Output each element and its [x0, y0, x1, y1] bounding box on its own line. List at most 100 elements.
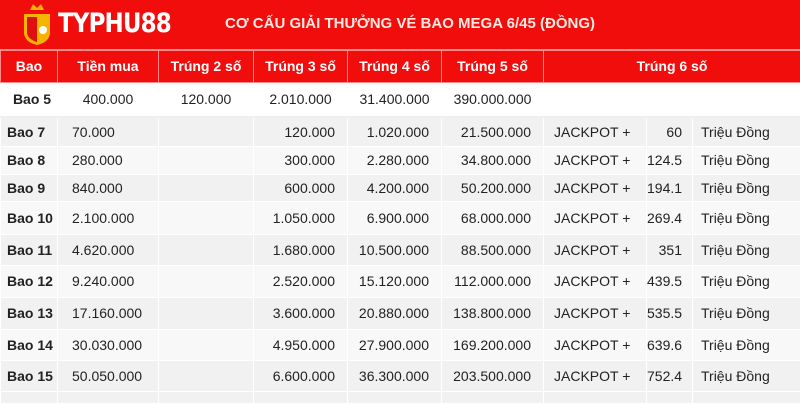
cell-trung-3: 300.000 — [254, 146, 348, 174]
brand-name: TYPHU88 — [58, 8, 171, 39]
cell-unit: Triệu Đồng — [693, 146, 800, 174]
cell-tien-mua: 9.240.000 — [58, 265, 159, 297]
cell-bao: Bao 7 — [1, 117, 58, 146]
cell-jackpot-extra: 752.4 — [647, 360, 693, 391]
cell-trung-5: 138.800.000 — [442, 297, 544, 329]
cell-trung-2: 120.000 — [159, 82, 254, 117]
cell-unit: Triệu Đồng — [693, 174, 800, 201]
cell-jackpot-extra: 194.1 — [647, 174, 693, 201]
cell-trung-3: 120.000 — [254, 117, 348, 146]
cell-trung-4: 31.400.000 — [348, 82, 442, 117]
cell-tien-mua: 400.000 — [58, 82, 159, 117]
cell-trung-5: 88.500.000 — [442, 234, 544, 265]
empty-cell — [159, 391, 254, 403]
cell-trung-4: 10.500.000 — [348, 234, 442, 265]
cell-unit: Triệu Đồng — [693, 297, 800, 329]
cell-unit: Triệu Đồng — [693, 329, 800, 360]
cell-jackpot: JACKPOT + — [544, 265, 647, 297]
cell-bao: Bao 10 — [1, 201, 58, 234]
empty-cell — [442, 391, 544, 403]
cell-trung-5: 21.500.000 — [442, 117, 544, 146]
cell-trung-3: 3.600.000 — [254, 297, 348, 329]
cell-trung-2 — [159, 297, 254, 329]
col-trung-2: Trúng 2 số — [159, 50, 254, 82]
col-trung-4: Trúng 4 số — [348, 50, 442, 82]
cell-trung-5: 68.000.000 — [442, 201, 544, 234]
cell-trung-4: 27.900.000 — [348, 329, 442, 360]
cell-trung-2 — [159, 117, 254, 146]
cell-trung-3: 4.950.000 — [254, 329, 348, 360]
cell-bao: Bao 15 — [1, 360, 58, 391]
cell-unit: Triệu Đồng — [693, 117, 800, 146]
cell-trung-2 — [159, 360, 254, 391]
cell-trung-6 — [544, 82, 800, 117]
cell-trung-4: 20.880.000 — [348, 297, 442, 329]
empty-cell — [1, 391, 58, 403]
col-bao: Bao — [1, 50, 58, 82]
cell-jackpot: JACKPOT + — [544, 174, 647, 201]
col-trung-5: Trúng 5 số — [442, 50, 544, 82]
cell-tien-mua: 840.000 — [58, 174, 159, 201]
header-row: Bao Tiền mua Trúng 2 số Trúng 3 số Trúng… — [1, 50, 800, 82]
cell-trung-3: 6.600.000 — [254, 360, 348, 391]
cell-bao: Bao 11 — [1, 234, 58, 265]
cell-jackpot-extra: 439.5 — [647, 265, 693, 297]
cell-unit: Triệu Đồng — [693, 360, 800, 391]
cell-unit: Triệu Đồng — [693, 234, 800, 265]
cell-trung-5: 34.800.000 — [442, 146, 544, 174]
cell-jackpot: JACKPOT + — [544, 234, 647, 265]
cell-trung-3: 2.520.000 — [254, 265, 348, 297]
cell-trung-4: 6.900.000 — [348, 201, 442, 234]
cell-tien-mua: 17.160.000 — [58, 297, 159, 329]
empty-cell — [544, 391, 647, 403]
cell-trung-2 — [159, 146, 254, 174]
cell-trung-4: 36.300.000 — [348, 360, 442, 391]
cell-tien-mua: 70.000 — [58, 117, 159, 146]
cell-bao: Bao 13 — [1, 297, 58, 329]
empty-cell — [254, 391, 348, 403]
cell-tien-mua: 30.030.000 — [58, 329, 159, 360]
cell-jackpot: JACKPOT + — [544, 329, 647, 360]
cell-unit: Triệu Đồng — [693, 201, 800, 234]
col-trung-3: Trúng 3 số — [254, 50, 348, 82]
cell-trung-5: 169.200.000 — [442, 329, 544, 360]
cell-tien-mua: 50.050.000 — [58, 360, 159, 391]
header-banner: TYPHU88 CƠ CẤU GIẢI THƯỞNG VÉ BAO MEGA 6… — [0, 0, 800, 49]
cell-bao: Bao 8 — [1, 146, 58, 174]
cell-tien-mua: 280.000 — [58, 146, 159, 174]
cell-trung-3: 1.050.000 — [254, 201, 348, 234]
cell-bao: Bao 14 — [1, 329, 58, 360]
page-title: CƠ CẤU GIẢI THƯỞNG VÉ BAO MEGA 6/45 (ĐỒN… — [225, 15, 595, 32]
cell-bao: Bao 12 — [1, 265, 58, 297]
cell-bao: Bao 5 — [1, 82, 58, 117]
cell-trung-5: 112.000.000 — [442, 265, 544, 297]
cell-jackpot: JACKPOT + — [544, 117, 647, 146]
cell-jackpot: JACKPOT + — [544, 297, 647, 329]
empty-cell — [348, 391, 442, 403]
cell-trung-2 — [159, 329, 254, 360]
cell-trung-4: 2.280.000 — [348, 146, 442, 174]
cell-jackpot-extra: 351 — [647, 234, 693, 265]
empty-cell — [693, 391, 800, 403]
cell-trung-5: 50.200.000 — [442, 174, 544, 201]
table-row: Bao 5 400.000 120.000 2.010.000 31.400.0… — [1, 82, 800, 117]
cell-trung-2 — [159, 265, 254, 297]
cell-jackpot: JACKPOT + — [544, 360, 647, 391]
cell-bao: Bao 9 — [1, 174, 58, 201]
col-trung-6: Trúng 6 số — [544, 50, 800, 82]
cell-jackpot-extra: 535.5 — [647, 297, 693, 329]
cell-unit: Triệu Đồng — [693, 265, 800, 297]
cell-jackpot: JACKPOT + — [544, 146, 647, 174]
cell-tien-mua: 2.100.000 — [58, 201, 159, 234]
cell-trung-2 — [159, 174, 254, 201]
cell-trung-3: 1.680.000 — [254, 234, 348, 265]
col-tien-mua: Tiền mua — [58, 50, 159, 82]
cell-trung-2 — [159, 201, 254, 234]
table-row-partial — [1, 391, 800, 403]
